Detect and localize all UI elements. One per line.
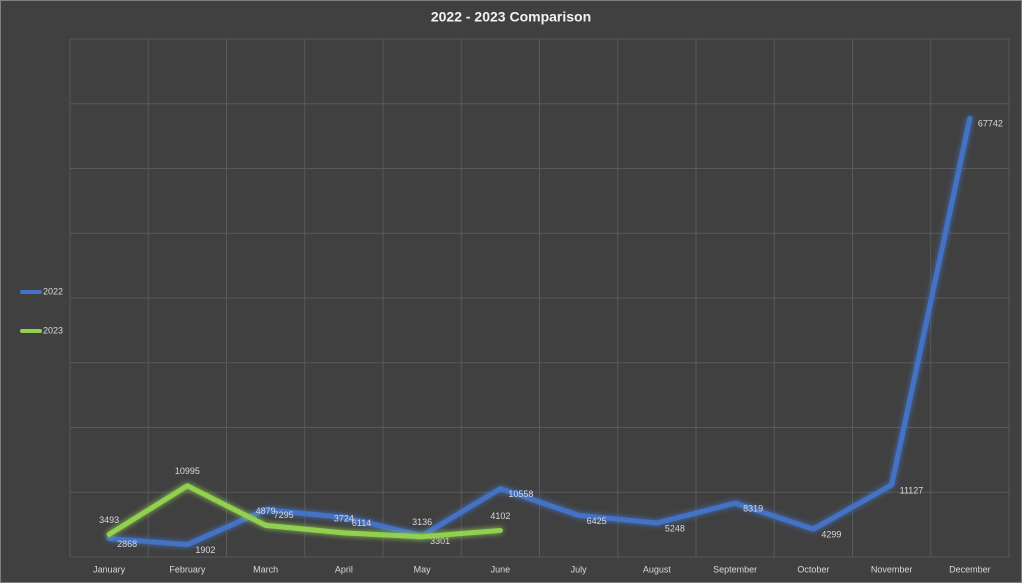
- data-label: 6425: [587, 516, 607, 526]
- data-label: 10558: [508, 489, 533, 499]
- data-label: 3136: [412, 517, 432, 527]
- data-label: 7295: [274, 510, 294, 520]
- data-label: 6114: [352, 518, 371, 528]
- x-tick-label: December: [949, 564, 991, 574]
- data-label: 3493: [99, 515, 119, 525]
- data-label: 10995: [175, 466, 200, 476]
- data-label: 11127: [900, 485, 924, 495]
- x-tick-label: October: [797, 564, 829, 574]
- x-tick-label: June: [491, 564, 511, 574]
- x-tick-label: May: [414, 564, 432, 574]
- data-label: 3301: [430, 536, 450, 546]
- x-tick-label: September: [713, 564, 757, 574]
- series-line: [106, 483, 503, 540]
- x-tick-label: July: [571, 564, 588, 574]
- x-tick-label: March: [253, 564, 278, 574]
- legend-label: 2022: [43, 286, 63, 296]
- x-tick-label: April: [335, 564, 353, 574]
- grid: [69, 38, 1010, 558]
- data-label: 3724: [334, 513, 354, 523]
- x-tick-label: January: [93, 564, 126, 574]
- data-label: 5248: [665, 523, 685, 533]
- series-line: [106, 115, 973, 548]
- x-tick-label: August: [643, 564, 672, 574]
- data-label: 4879: [256, 506, 276, 516]
- data-label: 2868: [117, 539, 137, 549]
- data-label: 8319: [743, 504, 763, 514]
- data-label: 4102: [490, 511, 510, 521]
- plot: January February March April May June July Augu…: [20, 115, 1003, 574]
- x-tick-label: February: [169, 564, 206, 574]
- data-label: 4299: [821, 530, 841, 540]
- data-label: 1902: [195, 545, 215, 555]
- legend-label: 2023: [43, 325, 63, 335]
- data-label: 67742: [978, 119, 1003, 129]
- chart-title: 2022 - 2023 Comparison: [431, 9, 591, 25]
- x-tick-label: November: [871, 564, 913, 574]
